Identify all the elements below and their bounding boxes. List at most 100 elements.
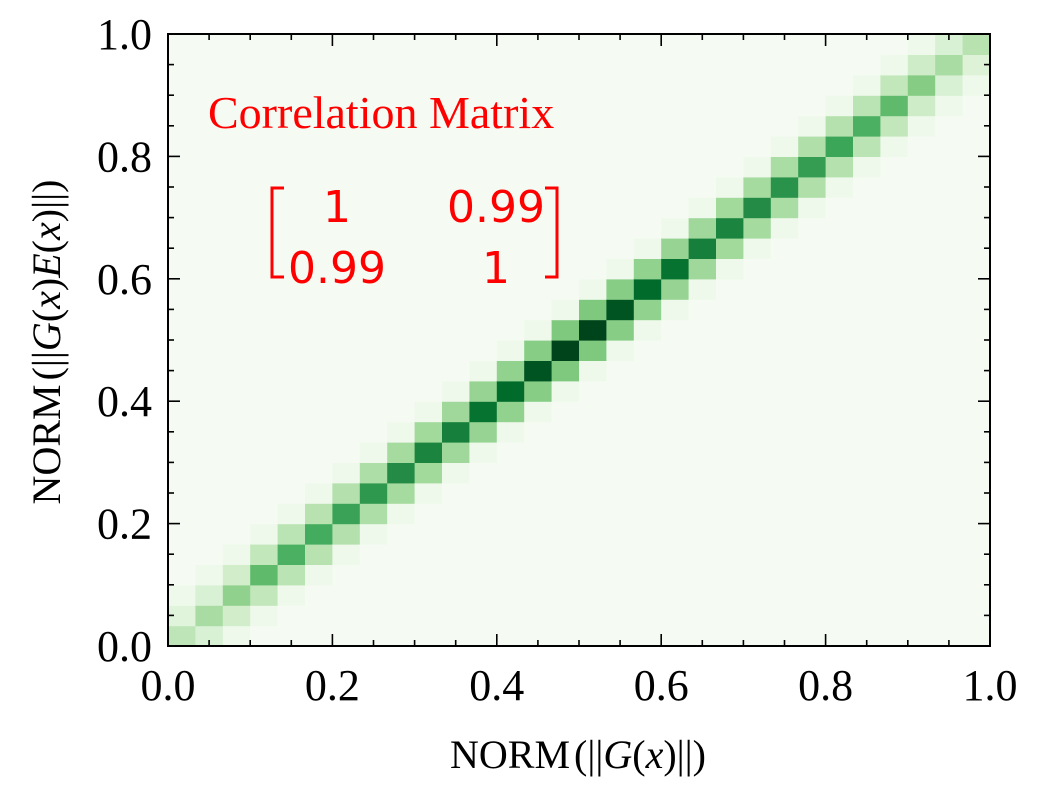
heatmap-cell xyxy=(935,258,964,280)
heatmap-cell xyxy=(524,340,553,361)
heatmap-cell xyxy=(688,136,717,157)
heatmap-cell xyxy=(661,380,690,402)
heatmap-cell xyxy=(414,54,443,76)
heatmap-cell xyxy=(359,299,388,321)
heatmap-cell xyxy=(414,278,443,300)
heatmap-cell xyxy=(661,605,690,627)
heatmap-cell xyxy=(387,462,416,484)
heatmap-cell xyxy=(661,584,690,606)
heatmap-cell xyxy=(277,115,306,137)
heatmap-cell xyxy=(387,584,416,606)
heatmap-cell xyxy=(414,584,443,606)
heatmap-cell xyxy=(743,625,772,647)
heatmap-cell xyxy=(277,197,306,219)
heatmap-cell xyxy=(168,156,196,178)
heatmap-cell xyxy=(305,54,333,76)
heatmap-cell xyxy=(277,217,306,239)
heatmap-cell xyxy=(798,95,827,117)
heatmap-cell xyxy=(743,95,772,117)
heatmap-cell xyxy=(579,462,607,484)
heatmap-cell xyxy=(359,115,388,137)
heatmap-cell xyxy=(524,95,553,117)
heatmap-cell xyxy=(606,238,635,259)
heatmap-cell xyxy=(606,360,635,382)
heatmap-cell xyxy=(195,95,224,117)
heatmap-cell xyxy=(414,299,443,321)
heatmap-cell xyxy=(168,421,196,443)
heatmap-cell xyxy=(579,482,607,504)
heatmap-cell xyxy=(880,34,909,55)
heatmap-cell xyxy=(825,176,854,198)
heatmap-cell xyxy=(414,34,443,55)
heatmap-cell xyxy=(496,156,525,178)
heatmap-cell xyxy=(688,564,717,586)
heatmap-cell xyxy=(880,340,909,361)
heatmap-cell xyxy=(907,523,936,545)
heatmap-cell xyxy=(825,401,854,423)
heatmap-cell xyxy=(579,380,607,402)
heatmap-cell xyxy=(195,340,224,361)
heatmap-cell xyxy=(496,136,525,157)
heatmap-cell xyxy=(962,115,991,137)
heatmap-cell xyxy=(250,136,279,157)
heatmap-cell xyxy=(222,34,251,55)
heatmap-cell xyxy=(359,340,388,361)
heatmap-cell xyxy=(880,401,909,423)
heatmap-cell xyxy=(222,115,251,137)
heatmap-cell xyxy=(935,74,964,96)
heatmap-cell xyxy=(579,54,607,76)
heatmap-cell xyxy=(798,340,827,361)
heatmap-cell xyxy=(387,238,416,259)
heatmap-cell xyxy=(387,421,416,443)
heatmap-cell xyxy=(359,319,388,341)
heatmap-cell xyxy=(524,421,553,443)
heatmap-cell xyxy=(305,564,333,586)
heatmap-cell xyxy=(853,115,881,137)
y-tick-label: 0.2 xyxy=(97,500,152,549)
heatmap-cell xyxy=(962,238,991,259)
heatmap-cell xyxy=(168,115,196,137)
heatmap-cell xyxy=(442,462,470,484)
heatmap-cell xyxy=(305,258,333,280)
heatmap-cell xyxy=(414,217,443,239)
heatmap-cell xyxy=(743,421,772,443)
heatmap-cell xyxy=(250,299,279,321)
heatmap-cell xyxy=(496,584,525,606)
heatmap-cell xyxy=(387,340,416,361)
heatmap-cell xyxy=(387,176,416,198)
heatmap-cell xyxy=(359,401,388,423)
heatmap-cell xyxy=(551,156,580,178)
heatmap-cell xyxy=(551,503,580,525)
x-tick-labels: 0.0 0.2 0.4 0.6 0.8 1.0 xyxy=(141,661,1018,710)
heatmap-cell xyxy=(633,401,662,423)
heatmap-cell xyxy=(688,258,717,280)
heatmap-cell xyxy=(168,380,196,402)
heatmap-cell xyxy=(716,299,744,321)
heatmap-cell xyxy=(688,442,717,463)
heatmap-cell xyxy=(907,74,936,96)
heatmap-cell xyxy=(880,115,909,137)
heatmap-cell xyxy=(305,625,333,647)
heatmap-cell xyxy=(277,95,306,117)
heatmap-cell xyxy=(743,136,772,157)
heatmap-cell xyxy=(661,401,690,423)
heatmap-cell xyxy=(606,340,635,361)
heatmap-cell xyxy=(359,380,388,402)
heatmap-cell xyxy=(332,564,361,586)
heatmap-cell xyxy=(770,95,799,117)
heatmap-cell xyxy=(524,176,553,198)
heatmap-cell xyxy=(277,340,306,361)
heatmap-cell xyxy=(962,380,991,402)
heatmap-cell xyxy=(222,258,251,280)
heatmap-cell xyxy=(798,360,827,382)
heatmap-cell xyxy=(907,421,936,443)
heatmap-cell xyxy=(907,544,936,565)
heatmap-cell xyxy=(880,74,909,96)
heatmap-cell xyxy=(551,605,580,627)
heatmap-cell xyxy=(853,564,881,586)
heatmap-cell xyxy=(414,136,443,157)
heatmap-cell xyxy=(195,34,224,55)
heatmap-cell xyxy=(442,197,470,219)
heatmap-cell xyxy=(935,462,964,484)
heatmap-cell xyxy=(579,258,607,280)
